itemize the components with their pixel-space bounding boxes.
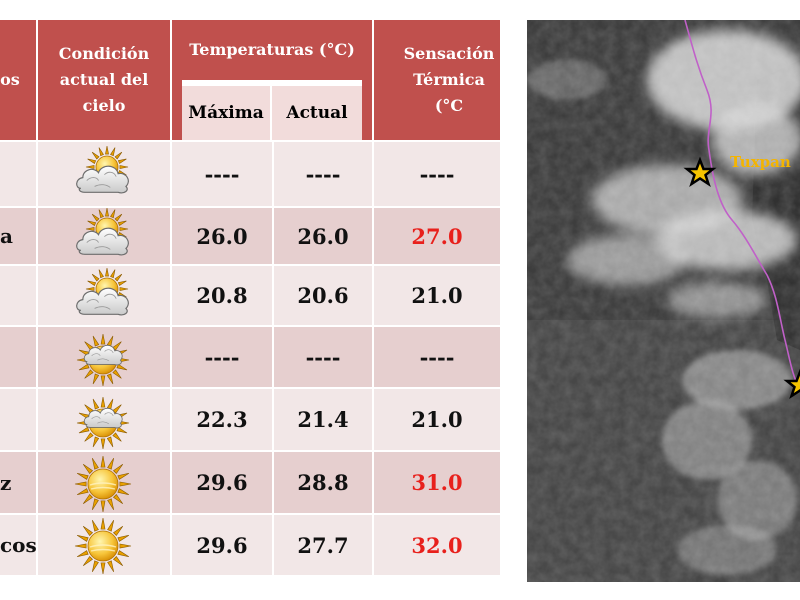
- header-temp-band-right: [362, 80, 372, 140]
- header-municipio-text: ios: [0, 70, 20, 89]
- condition-cell: [38, 207, 170, 264]
- station-name-cell: [0, 327, 36, 387]
- header-municipio: ios: [0, 20, 36, 140]
- max-cell: 22.3: [172, 389, 272, 450]
- sens-value: 21.0: [411, 283, 463, 308]
- actual-cell: 20.6: [274, 266, 372, 325]
- condition-cell: [38, 327, 170, 387]
- max-value: 29.6: [196, 532, 248, 558]
- sens-value: ----: [419, 344, 455, 370]
- sunny-icon: [74, 455, 132, 512]
- sens-value: 32.0: [411, 532, 463, 558]
- sunny-icon: [74, 517, 132, 574]
- max-cell: ----: [172, 142, 272, 206]
- header-maxima-text: Máxima: [188, 103, 264, 123]
- actual-cell: 26.0: [274, 208, 372, 264]
- actual-cell: ----: [274, 327, 372, 387]
- station-name-cell: a: [0, 208, 36, 264]
- actual-cell: ----: [274, 142, 372, 206]
- max-cell: 20.8: [172, 266, 272, 325]
- sens-cell: 27.0: [374, 208, 500, 264]
- sens-value: 27.0: [411, 223, 463, 249]
- actual-value: ----: [305, 161, 341, 187]
- mostly-sunny-icon: [76, 396, 130, 449]
- tuxpan-label: Tuxpan: [730, 153, 791, 171]
- actual-value: 20.6: [297, 283, 349, 308]
- star-icon: [683, 156, 717, 187]
- sens-cell: ----: [374, 142, 500, 206]
- station-name-cell: cos: [0, 515, 37, 575]
- header-condicion-text: Condición actual del cielo: [58, 44, 150, 115]
- condition-cell: [38, 452, 170, 513]
- actual-value: 21.4: [297, 407, 349, 432]
- header-sensacion: Sensación Térmica (°C: [374, 20, 500, 140]
- sens-cell: 21.0: [374, 389, 500, 450]
- partly-cloudy-icon: [76, 267, 129, 315]
- actual-value: 27.7: [297, 532, 349, 558]
- station-name-cell: z: [0, 452, 36, 513]
- station-name-cell: [0, 389, 36, 450]
- sens-cell: 31.0: [374, 452, 500, 513]
- actual-cell: 27.7: [274, 515, 372, 575]
- max-value: ----: [204, 161, 240, 187]
- station-name: z: [0, 470, 12, 495]
- max-value: 29.6: [196, 470, 248, 495]
- star-icon: [783, 368, 800, 399]
- max-cell: ----: [172, 327, 272, 387]
- header-actual-text: Actual: [286, 103, 348, 123]
- header-actual: Actual: [272, 86, 362, 140]
- actual-value: ----: [305, 344, 341, 370]
- sens-value: ----: [419, 161, 455, 187]
- condition-cell: [38, 389, 170, 450]
- sens-cell: 32.0: [374, 515, 500, 575]
- max-value: ----: [204, 344, 240, 370]
- header-sensacion-text: Sensación Térmica (°C: [403, 44, 495, 115]
- header-temperaturas-text: Temperaturas (°C): [189, 40, 355, 59]
- max-value: 20.8: [196, 283, 248, 308]
- max-value: 26.0: [196, 223, 248, 249]
- partly-cloudy-icon: [76, 207, 129, 256]
- mostly-sunny-icon: [76, 333, 130, 386]
- satellite-image-graphic: [527, 20, 800, 582]
- max-cell: 29.6: [172, 452, 272, 513]
- max-cell: 26.0: [172, 208, 272, 264]
- actual-value: 26.0: [297, 223, 349, 249]
- station-name-cell: [0, 142, 36, 206]
- condition-cell: [38, 266, 170, 325]
- satellite-image: Tuxpan: [527, 20, 800, 582]
- actual-cell: 21.4: [274, 389, 372, 450]
- max-cell: 29.6: [172, 515, 272, 575]
- station-name: a: [0, 224, 13, 248]
- condition-cell: [38, 515, 170, 575]
- sens-cell: ----: [374, 327, 500, 387]
- sens-cell: 21.0: [374, 266, 500, 325]
- max-value: 22.3: [196, 407, 248, 432]
- partly-cloudy-icon: [76, 145, 129, 194]
- sens-value: 31.0: [411, 470, 463, 495]
- actual-cell: 28.8: [274, 452, 372, 513]
- condition-cell: [38, 142, 170, 206]
- state-boundary-line: [684, 20, 800, 391]
- weather-table: ios Condición actual del cielo Temperatu…: [0, 20, 500, 575]
- header-temp-band-left: [172, 80, 182, 140]
- header-condicion: Condición actual del cielo: [38, 20, 170, 140]
- station-name-cell: [0, 266, 36, 325]
- sens-value: 21.0: [411, 407, 463, 432]
- header-temperaturas: Temperaturas (°C): [172, 20, 372, 80]
- actual-value: 28.8: [297, 470, 349, 495]
- header-maxima: Máxima: [182, 86, 270, 140]
- station-name: cos: [0, 533, 37, 557]
